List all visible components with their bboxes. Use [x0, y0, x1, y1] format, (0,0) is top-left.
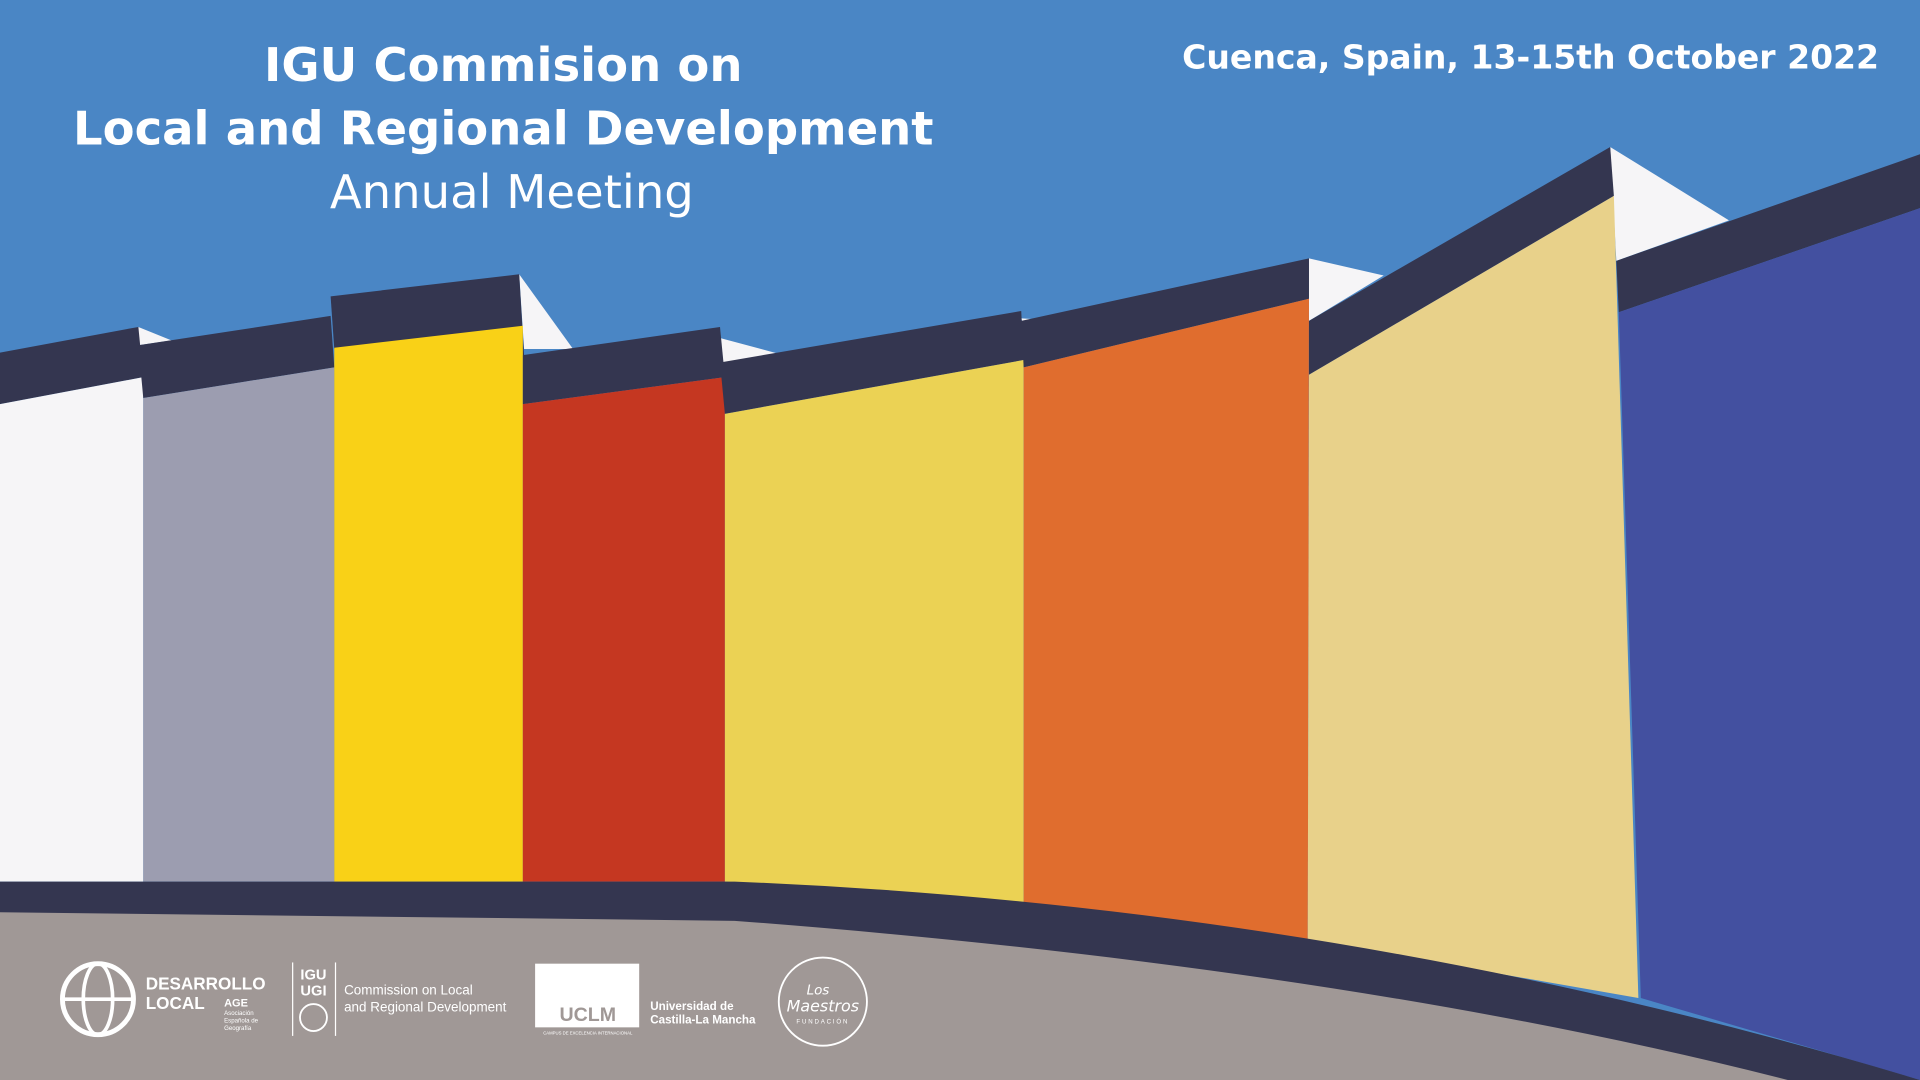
parapet [138, 315, 335, 398]
parapet [1021, 258, 1309, 368]
building-orange [1023, 298, 1309, 941]
title: IGU Commision on [264, 38, 742, 92]
building-gray [143, 367, 335, 882]
logo-text: Española de [224, 1017, 259, 1024]
roof-white [138, 326, 172, 346]
roof-white [1308, 258, 1384, 321]
parapet [1308, 146, 1614, 375]
logo-text: UGI [300, 984, 326, 1000]
parapet [1616, 154, 1920, 313]
street [0, 912, 1788, 1080]
logos: DESARROLLO LOCAL AGE Asociación Española… [60, 956, 868, 1047]
uclm-badge [535, 963, 640, 1028]
building-blue [1618, 208, 1920, 1080]
logo-text: Asociación [224, 1010, 254, 1017]
logo-text: FUNDACIÓN [796, 1019, 849, 1026]
building-light-yellow [724, 360, 1024, 907]
building-red [522, 377, 725, 882]
logo-text: Maestros [787, 996, 859, 1015]
globe-icon [299, 1003, 328, 1032]
logo-text: Castilla-La Mancha [650, 1014, 756, 1027]
logo-text: Geografía [224, 1025, 252, 1032]
building-white [0, 377, 144, 882]
logo-text: AGE [224, 998, 248, 1010]
parapet [720, 311, 1024, 414]
logo-text: CAMPUS DE EXCELENCIA INTERNACIONAL [543, 1031, 633, 1036]
maestros-ring [777, 956, 868, 1047]
building-yellow [334, 325, 523, 882]
logo-text: DESARROLLO [146, 973, 266, 993]
subtitle: Annual Meeting [330, 165, 694, 219]
logo-text: Los [807, 983, 830, 998]
buildings [0, 146, 1920, 1080]
logo-text: and Regional Development [344, 999, 507, 1014]
parapet [522, 326, 725, 405]
logo-text: Universidad de [650, 1000, 734, 1013]
building-beige [1307, 195, 1639, 998]
logo-text: Commission on Local [344, 982, 473, 997]
logo-text: LOCAL [146, 993, 205, 1013]
location-date: Cuenca, Spain, 13-15th October 2022 [1182, 38, 1879, 77]
logo-text: UCLM [559, 1004, 616, 1026]
roof-white [1610, 146, 1729, 261]
logo-text: IGU [300, 968, 326, 984]
title: Local and Regional Development [73, 101, 934, 155]
parapet [0, 326, 144, 405]
